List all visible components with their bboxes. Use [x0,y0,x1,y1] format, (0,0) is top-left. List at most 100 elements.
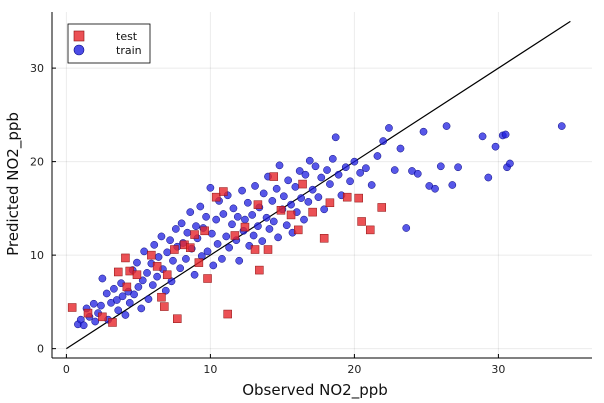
train-point-58 [203,247,212,256]
train-point-116 [328,154,337,163]
x-tick-label-2: 20 [347,363,361,376]
train-point-20 [125,298,134,307]
train-point-15 [114,306,123,315]
legend-test-marker [73,30,85,42]
train-point-18 [121,311,130,319]
train-point-27 [140,247,149,256]
test-point-18 [190,230,199,239]
train-point-94 [275,161,284,170]
train-point-124 [362,164,370,173]
train-point-133 [413,169,422,178]
axes-frame [51,12,592,359]
train-point-75 [238,186,246,195]
train-point-25 [137,304,146,313]
x-tick-label-3: 30 [491,363,505,376]
test-point-4 [113,267,123,277]
test-point-40 [354,193,363,203]
test-point-43 [377,203,387,212]
train-point-59 [206,183,215,192]
train-point-87 [262,213,271,222]
train-point-126 [373,152,382,160]
test-point-19 [194,258,204,267]
train-point-77 [241,215,249,224]
test-point-2 [98,312,107,322]
train-point-23 [133,258,141,267]
train-point-134 [419,127,428,136]
train-point-60 [207,229,216,238]
test-point-23 [219,187,228,196]
test-point-8 [132,270,142,280]
train-point-127 [379,137,388,145]
train-point-103 [295,167,304,175]
train-point-138 [442,122,451,130]
train-point-110 [311,162,320,171]
train-point-125 [367,181,376,189]
test-series [67,172,387,327]
train-point-69 [225,243,233,252]
train-point-93 [274,233,282,242]
train-series [74,122,566,330]
train-point-83 [254,222,262,230]
train-point-85 [258,237,267,245]
test-point-1 [83,308,93,318]
test-point-33 [286,210,296,220]
train-point-10 [102,289,111,298]
test-point-37 [319,234,329,243]
train-point-143 [491,142,500,151]
train-point-48 [183,228,192,237]
train-point-139 [448,181,457,189]
train-point-117 [331,133,340,142]
train-point-29 [144,295,153,303]
train-point-66 [219,210,228,218]
train-point-90 [268,197,277,205]
train-point-51 [190,270,199,279]
train-point-112 [317,173,326,182]
test-point-17 [185,243,195,252]
train-point-137 [436,162,445,171]
test-point-31 [269,172,279,181]
test-point-10 [152,262,162,271]
y-tick-label-2: 20 [30,156,44,169]
train-point-62 [212,215,221,224]
train-point-74 [235,256,244,265]
train-point-39 [166,236,174,245]
train-point-120 [341,163,350,172]
train-point-57 [202,212,210,221]
train-point-41 [169,256,177,265]
train-point-34 [154,253,163,261]
test-point-20 [200,226,209,236]
test-point-12 [160,302,169,311]
test-point-21 [203,274,212,283]
train-point-17 [118,292,127,301]
y-tick-label-3: 30 [30,62,44,75]
train-point-109 [308,185,317,194]
reference-line [66,20,571,350]
train-point-42 [171,225,180,233]
train-point-40 [167,277,176,286]
legend: test train [67,23,151,64]
train-point-136 [431,184,439,193]
test-point-0 [67,303,77,312]
train-point-82 [251,182,259,190]
x-tick-label-0: 0 [63,363,70,376]
test-point-6 [122,282,132,292]
train-point-61 [209,261,218,270]
train-point-28 [143,269,151,277]
train-point-115 [326,180,334,188]
train-point-81 [249,231,258,240]
train-point-141 [478,132,487,141]
train-point-2 [79,321,88,330]
train-point-86 [259,189,268,198]
train-point-54 [196,202,205,211]
test-point-42 [365,225,375,235]
train-point-65 [218,255,226,263]
train-point-107 [304,197,313,206]
test-point-29 [255,265,264,275]
train-point-35 [157,232,166,241]
train-point-49 [186,208,195,216]
train-point-70 [228,220,236,229]
train-point-24 [134,283,143,291]
train-point-96 [279,192,288,201]
train-point-108 [305,156,314,165]
train-point-71 [229,204,238,213]
